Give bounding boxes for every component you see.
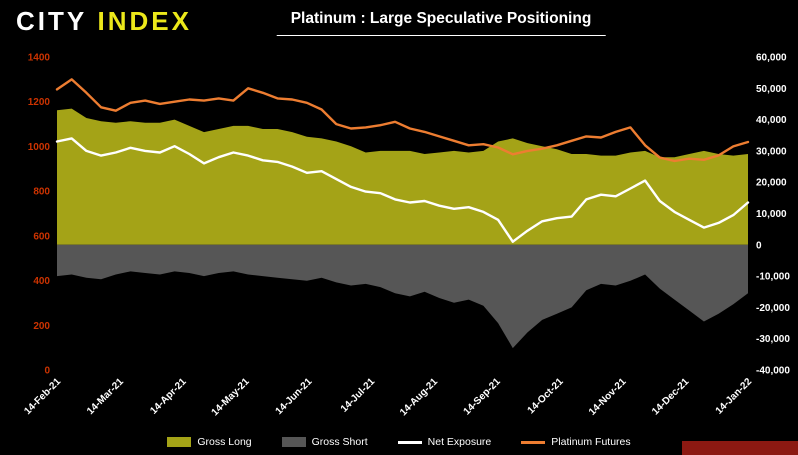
- legend-swatch: [167, 437, 192, 447]
- net-exposure-line: [55, 137, 750, 243]
- x-axis-label: 14-Sep-21: [462, 376, 503, 417]
- right-axis-tick: -10,000: [756, 272, 790, 283]
- legend-swatch: [281, 437, 306, 447]
- left-axis-tick: 800: [33, 187, 50, 198]
- legend-item-platinum-futures: Platinum Futures: [521, 436, 631, 448]
- legend-label: Platinum Futures: [551, 436, 631, 448]
- left-axis-tick: 0: [44, 366, 50, 377]
- left-axis-tick: 200: [33, 321, 50, 332]
- gross-long-area: [57, 108, 748, 245]
- x-axis-label: 14-Jan-22: [714, 376, 755, 417]
- legend-label: Gross Long: [197, 436, 252, 448]
- right-axis-tick: -20,000: [756, 303, 790, 314]
- legend-swatch: [521, 440, 546, 444]
- city-index-logo: CITY INDEX: [16, 6, 192, 37]
- page-title: Platinum : Large Speculative Positioning: [276, 10, 606, 36]
- legend-swatch: [397, 440, 422, 444]
- x-axis-label: 14-Nov-21: [587, 376, 629, 418]
- right-axis-tick: 0: [756, 240, 762, 251]
- legend-item-gross-long: Gross Long: [167, 436, 252, 448]
- left-axis-tick: 600: [33, 231, 50, 242]
- right-axis-tick: -30,000: [756, 334, 790, 345]
- x-axis-label: 14-Jun-21: [274, 376, 315, 417]
- platinum-futures-line: [55, 78, 750, 163]
- left-axis-tick: 1200: [28, 97, 51, 108]
- chart-legend: Gross Long Gross Short Net Exposure Platinu…: [0, 436, 798, 448]
- legend-item-net-exposure: Net Exposure: [397, 436, 492, 448]
- right-axis-tick: -40,000: [756, 366, 790, 377]
- logo-index: INDEX: [97, 6, 192, 36]
- right-axis-tick: 10,000: [756, 209, 787, 220]
- right-axis-tick: 60,000: [756, 53, 787, 64]
- right-axis-tick: 40,000: [756, 115, 787, 126]
- right-axis-tick: 30,000: [756, 146, 787, 157]
- x-axis-label: 14-Oct-21: [526, 376, 566, 416]
- left-axis-tick: 400: [33, 276, 50, 287]
- x-axis-label: 14-Apr-21: [148, 376, 189, 417]
- x-axis-label: 14-May-21: [210, 376, 252, 418]
- x-axis-label: 14-Dec-21: [650, 376, 691, 417]
- right-axis-tick: 50,000: [756, 84, 787, 95]
- x-axis-label: 14-Mar-21: [85, 376, 126, 417]
- left-axis-tick: 1400: [28, 53, 51, 64]
- x-axis-label: 14-Feb-21: [22, 376, 63, 417]
- gross-short-area: [57, 244, 748, 349]
- logo-city: CITY: [16, 6, 88, 36]
- legend-label: Net Exposure: [427, 436, 492, 448]
- x-axis-label: 14-Jul-21: [339, 376, 378, 415]
- legend-item-gross-short: Gross Short: [281, 436, 368, 448]
- x-axis-label: 14-Aug-21: [398, 376, 440, 418]
- right-axis-tick: 20,000: [756, 178, 787, 189]
- brand-corner-bar: [682, 441, 798, 455]
- left-axis-tick: 1000: [28, 142, 51, 153]
- legend-label: Gross Short: [311, 436, 368, 448]
